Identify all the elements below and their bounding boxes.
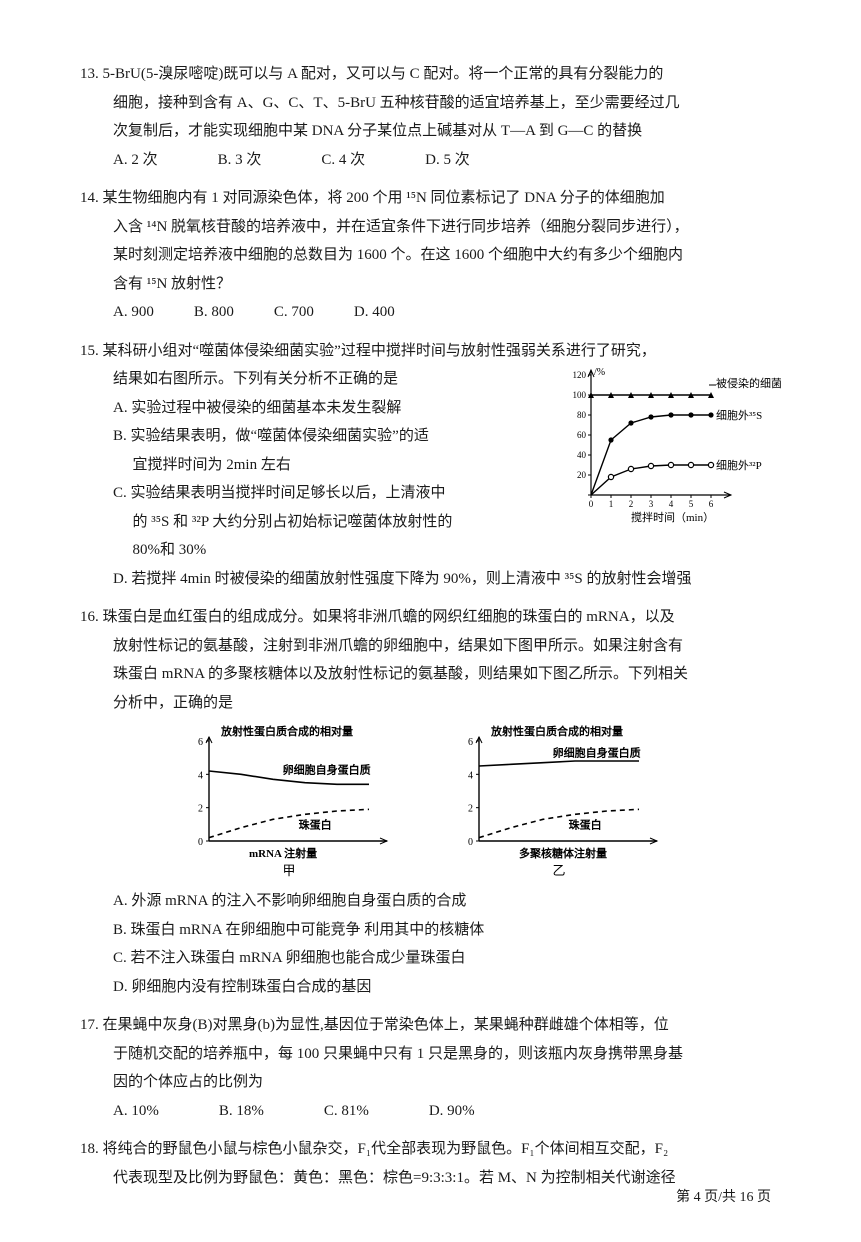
q14-num: 14. [80, 190, 99, 206]
svg-text:100: 100 [573, 390, 587, 400]
q18-line1: 将纯合的野鼠色小鼠与棕色小鼠杂交，F₁代全部表现为野鼠色。F₁个体间相互交配，F… [103, 1141, 669, 1157]
q15-opt-c1: C. 实验结果表明当搅拌时间足够长以后，上清液中 [80, 479, 551, 508]
q17-options: A. 10% B. 18% C. 81% D. 90% [80, 1097, 781, 1126]
svg-text:mRNA 注射量: mRNA 注射量 [249, 846, 317, 860]
svg-text:2: 2 [198, 804, 203, 815]
q16-opt-a: A. 外源 mRNA 的注入不影响卵细胞自身蛋白质的合成 [80, 887, 781, 916]
svg-text:细胞外³⁵S: 细胞外³⁵S [716, 409, 762, 422]
q13-opt-b: B. 3 次 [218, 146, 262, 175]
exam-page: 13. 5-BrU(5-溴尿嘧啶)既可以与 A 配对，又可以与 C 配对。将一个… [0, 0, 861, 1242]
q17-line3: 因的个体应占的比例为 [80, 1068, 781, 1097]
q15-opt-c2: 的 ³⁵S 和 ³²P 大约分别占初始标记噬菌体放射性的 [80, 508, 551, 537]
question-17: 17. 在果蝇中灰身(B)对黑身(b)为显性,基因位于常染色体上，某果蝇种群雌雄… [80, 1011, 781, 1125]
svg-text:卵细胞自身蛋白质: 卵细胞自身蛋白质 [282, 762, 370, 776]
q13-num: 13. [80, 66, 99, 82]
svg-text:1: 1 [609, 499, 614, 509]
svg-text:0: 0 [589, 499, 594, 509]
q15-line2: 结果如右图所示。下列有关分析不正确的是 [80, 365, 551, 394]
svg-text:珠蛋白: 珠蛋白 [298, 817, 331, 831]
svg-text:搅拌时间（min）: 搅拌时间（min） [631, 510, 714, 524]
svg-text:被侵染的细菌: 被侵染的细菌 [716, 376, 781, 390]
q15-opt-d: D. 若搅拌 4min 时被侵染的细菌放射性强度下降为 90%，则上清液中 ³⁵… [80, 565, 781, 594]
q13-line2: 细胞，接种到含有 A、G、C、T、5-BrU 五种核苷酸的适宜培养基上，至少需要… [80, 89, 781, 118]
q15-num: 15. [80, 343, 99, 359]
q17-opt-c: C. 81% [324, 1097, 369, 1126]
svg-text:120: 120 [573, 370, 587, 380]
question-14: 14. 某生物细胞内有 1 对同源染色体，将 200 个用 ¹⁵N 同位素标记了… [80, 184, 781, 327]
q17-num: 17. [80, 1017, 99, 1033]
question-18: 18. 将纯合的野鼠色小鼠与棕色小鼠杂交，F₁代全部表现为野鼠色。F₁个体间相互… [80, 1135, 781, 1192]
q15-opt-c3: 80%和 30% [80, 536, 551, 565]
question-13: 13. 5-BrU(5-溴尿嘧啶)既可以与 A 配对，又可以与 C 配对。将一个… [80, 60, 781, 174]
svg-text:2: 2 [629, 499, 634, 509]
q16-chart-a: 放射性蛋白质合成的相对量 0 2 4 6 卵细胞自身蛋白质珠蛋白 mRNA 注射量甲 [181, 723, 411, 883]
svg-text:80: 80 [577, 410, 587, 420]
svg-text:20: 20 [577, 470, 587, 480]
svg-text:2: 2 [468, 804, 473, 815]
svg-text:5: 5 [689, 499, 694, 509]
q16-num: 16. [80, 609, 99, 625]
q14-opt-d: D. 400 [354, 298, 395, 327]
svg-text:6: 6 [198, 737, 203, 748]
q17-opt-b: B. 18% [219, 1097, 264, 1126]
svg-text:4: 4 [669, 499, 674, 509]
svg-text:乙: 乙 [552, 863, 565, 878]
q16-opt-b: B. 珠蛋白 mRNA 在卵细胞中可能竞争 利用其中的核糖体 [80, 916, 781, 945]
svg-text:0: 0 [468, 837, 473, 848]
q15-opt-a: A. 实验过程中被侵染的细菌基本未发生裂解 [80, 394, 551, 423]
q14-line3: 某时刻测定培养液中细胞的总数目为 1600 个。在这 1600 个细胞中大约有多… [80, 241, 781, 270]
q14-opt-b: B. 800 [194, 298, 234, 327]
svg-text:放射性蛋白质合成的相对量: 放射性蛋白质合成的相对量 [490, 724, 623, 738]
svg-text:60: 60 [577, 430, 587, 440]
q14-line2: 入含 ¹⁴N 脱氧核苷酸的培养液中，并在适宜条件下进行同步培养（细胞分裂同步进行… [80, 213, 781, 242]
svg-text:4: 4 [198, 770, 203, 781]
svg-text:多聚核糖体注射量: 多聚核糖体注射量 [519, 846, 607, 860]
svg-text:0: 0 [198, 837, 203, 848]
question-16: 16. 珠蛋白是血红蛋白的组成成分。如果将非洲爪蟾的网织红细胞的珠蛋白的 mRN… [80, 603, 781, 1001]
svg-text:4: 4 [468, 770, 473, 781]
svg-text:40: 40 [577, 450, 587, 460]
svg-text:/%: /% [594, 367, 605, 378]
q15-line1: 某科研小组对“噬菌体侵染细菌实验”过程中搅拌时间与放射性强弱关系进行了研究， [103, 343, 656, 359]
q14-opt-a: A. 900 [113, 298, 154, 327]
question-15: 15. 某科研小组对“噬菌体侵染细菌实验”过程中搅拌时间与放射性强弱关系进行了研… [80, 337, 781, 594]
q17-line1: 在果蝇中灰身(B)对黑身(b)为显性,基因位于常染色体上，某果蝇种群雌雄个体相等… [103, 1017, 669, 1033]
svg-text:6: 6 [468, 737, 473, 748]
q18-num: 18. [80, 1141, 99, 1157]
q14-options: A. 900 B. 800 C. 700 D. 400 [80, 298, 781, 327]
svg-text:细胞外³²P: 细胞外³²P [716, 459, 762, 472]
q13-opt-c: C. 4 次 [321, 146, 365, 175]
q16-line2: 放射性标记的氨基酸，注射到非洲爪蟾的卵细胞中，结果如下图甲所示。如果注射含有 [80, 632, 781, 661]
q16-chart-b: 放射性蛋白质合成的相对量 0 2 4 6 卵细胞自身蛋白质珠蛋白多聚核糖体注射量乙 [451, 723, 681, 883]
svg-text:放射性蛋白质合成的相对量: 放射性蛋白质合成的相对量 [220, 724, 353, 738]
svg-text:甲: 甲 [282, 863, 295, 878]
q16-opt-d: D. 卵细胞内没有控制珠蛋白合成的基因 [80, 973, 781, 1002]
q14-opt-c: C. 700 [274, 298, 314, 327]
q13-options: A. 2 次 B. 3 次 C. 4 次 D. 5 次 [80, 146, 781, 175]
q13-opt-a: A. 2 次 [113, 146, 158, 175]
q16-line3: 珠蛋白 mRNA 的多聚核糖体以及放射性标记的氨基酸，则结果如下图乙所示。下列相… [80, 660, 781, 689]
q13-opt-d: D. 5 次 [425, 146, 470, 175]
q15-opt-b1: B. 实验结果表明，做“噬菌体侵染细菌实验”的适 [80, 422, 551, 451]
svg-text:3: 3 [649, 499, 654, 509]
q17-line2: 于随机交配的培养瓶中，每 100 只果蝇中只有 1 只是黑身的，则该瓶内灰身携带… [80, 1040, 781, 1069]
q14-line4: 含有 ¹⁵N 放射性？ [80, 270, 781, 299]
q17-opt-a: A. 10% [113, 1097, 159, 1126]
svg-text:珠蛋白: 珠蛋白 [568, 817, 601, 831]
q17-opt-d: D. 90% [429, 1097, 475, 1126]
q16-line1: 珠蛋白是血红蛋白的组成成分。如果将非洲爪蟾的网织红细胞的珠蛋白的 mRNA，以及 [103, 609, 675, 625]
page-footer: 第 4 页/共 16 页 [676, 1185, 771, 1212]
svg-text:卵细胞自身蛋白质: 卵细胞自身蛋白质 [552, 746, 640, 760]
q14-line1: 某生物细胞内有 1 对同源染色体，将 200 个用 ¹⁵N 同位素标记了 DNA… [103, 190, 665, 206]
q15-chart: /% 20 40 60 80 100 120 0 1 2 3 4 5 6搅拌时间（min） 被侵染的细菌细胞… [561, 365, 781, 535]
q13-line1: 5-BrU(5-溴尿嘧啶)既可以与 A 配对，又可以与 C 配对。将一个正常的具… [103, 66, 664, 82]
q15-opt-b2: 宜搅拌时间为 2min 左右 [80, 451, 551, 480]
q16-opt-c: C. 若不注入珠蛋白 mRNA 卵细胞也能合成少量珠蛋白 [80, 944, 781, 973]
svg-text:6: 6 [709, 499, 714, 509]
q16-line4: 分析中，正确的是 [80, 689, 781, 718]
q13-line3: 次复制后，才能实现细胞中某 DNA 分子某位点上碱基对从 T—A 到 G—C 的… [80, 117, 781, 146]
